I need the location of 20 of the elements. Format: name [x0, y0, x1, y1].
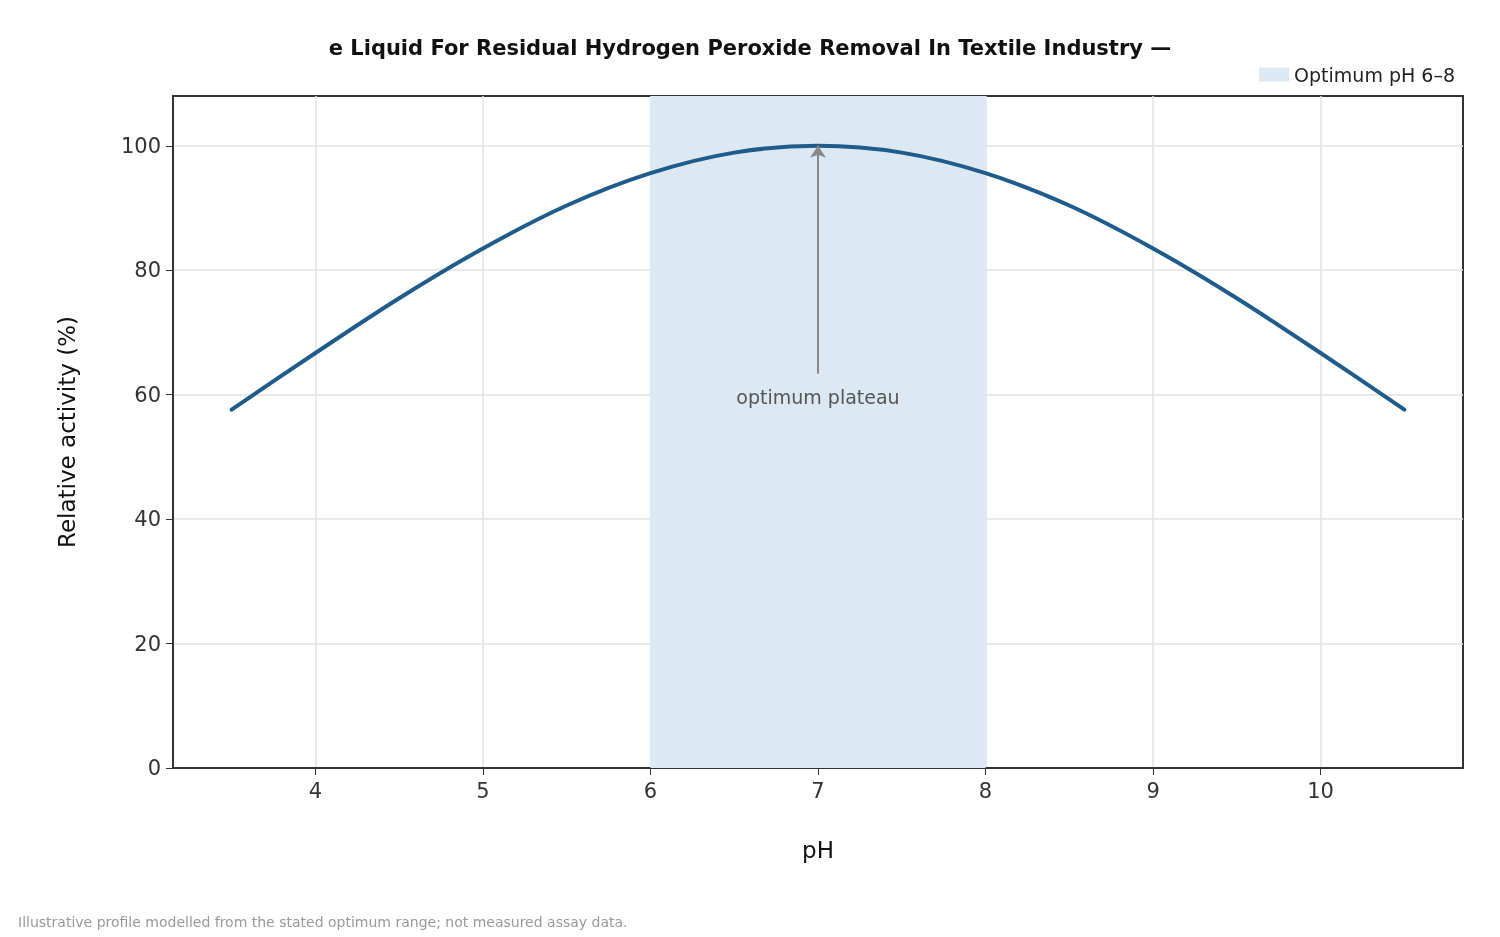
- x-axis-title: pH: [802, 836, 834, 863]
- y-tick-label: 0: [147, 756, 161, 780]
- x-tick-label: 7: [811, 778, 825, 803]
- y-tick-label: 80: [134, 258, 161, 283]
- y-tick-label: 60: [134, 382, 161, 407]
- x-tick-label: 8: [978, 778, 993, 803]
- annotation: optimum plateau: [736, 386, 900, 409]
- chart-title: e Liquid For Residual Hydrogen Peroxide Removal In Textile Industry —: [328, 35, 1172, 60]
- legend-label: Optimum pH 6–8: [1294, 63, 1455, 86]
- x-tick-label: 10: [1307, 778, 1334, 803]
- y-tick-label: 40: [134, 507, 161, 532]
- x-tick-label: 9: [1146, 778, 1160, 803]
- y-tick-label: 100: [120, 133, 161, 158]
- y-tick-label: 20: [134, 631, 161, 656]
- y-axis-title: Relative activity (%): [53, 316, 80, 548]
- x-tick-label: 4: [308, 778, 323, 803]
- x-tick-label: 5: [476, 778, 490, 803]
- text: Illustrative profile modelled from the stated optimum range; not measured assay data.: [18, 914, 628, 930]
- line-series: [229, 143, 1407, 412]
- x-tick-label: 6: [643, 778, 658, 803]
